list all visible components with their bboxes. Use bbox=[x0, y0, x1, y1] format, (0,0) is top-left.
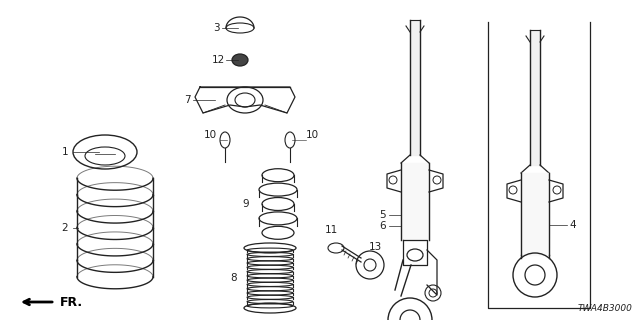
Text: 9: 9 bbox=[243, 199, 250, 209]
Text: FR.: FR. bbox=[60, 295, 83, 308]
Text: 7: 7 bbox=[184, 95, 190, 105]
Text: 12: 12 bbox=[211, 55, 225, 65]
Text: 1: 1 bbox=[61, 147, 68, 157]
Text: 10: 10 bbox=[204, 130, 216, 140]
Text: 4: 4 bbox=[570, 220, 576, 230]
Text: 2: 2 bbox=[61, 223, 68, 233]
Text: 8: 8 bbox=[230, 273, 237, 283]
Text: 3: 3 bbox=[212, 23, 220, 33]
Ellipse shape bbox=[232, 54, 248, 66]
Text: 5: 5 bbox=[380, 210, 387, 220]
Text: TWA4B3000: TWA4B3000 bbox=[577, 304, 632, 313]
Text: 11: 11 bbox=[324, 225, 338, 235]
Text: 6: 6 bbox=[380, 221, 387, 231]
Text: 10: 10 bbox=[305, 130, 319, 140]
Text: 13: 13 bbox=[369, 242, 381, 252]
